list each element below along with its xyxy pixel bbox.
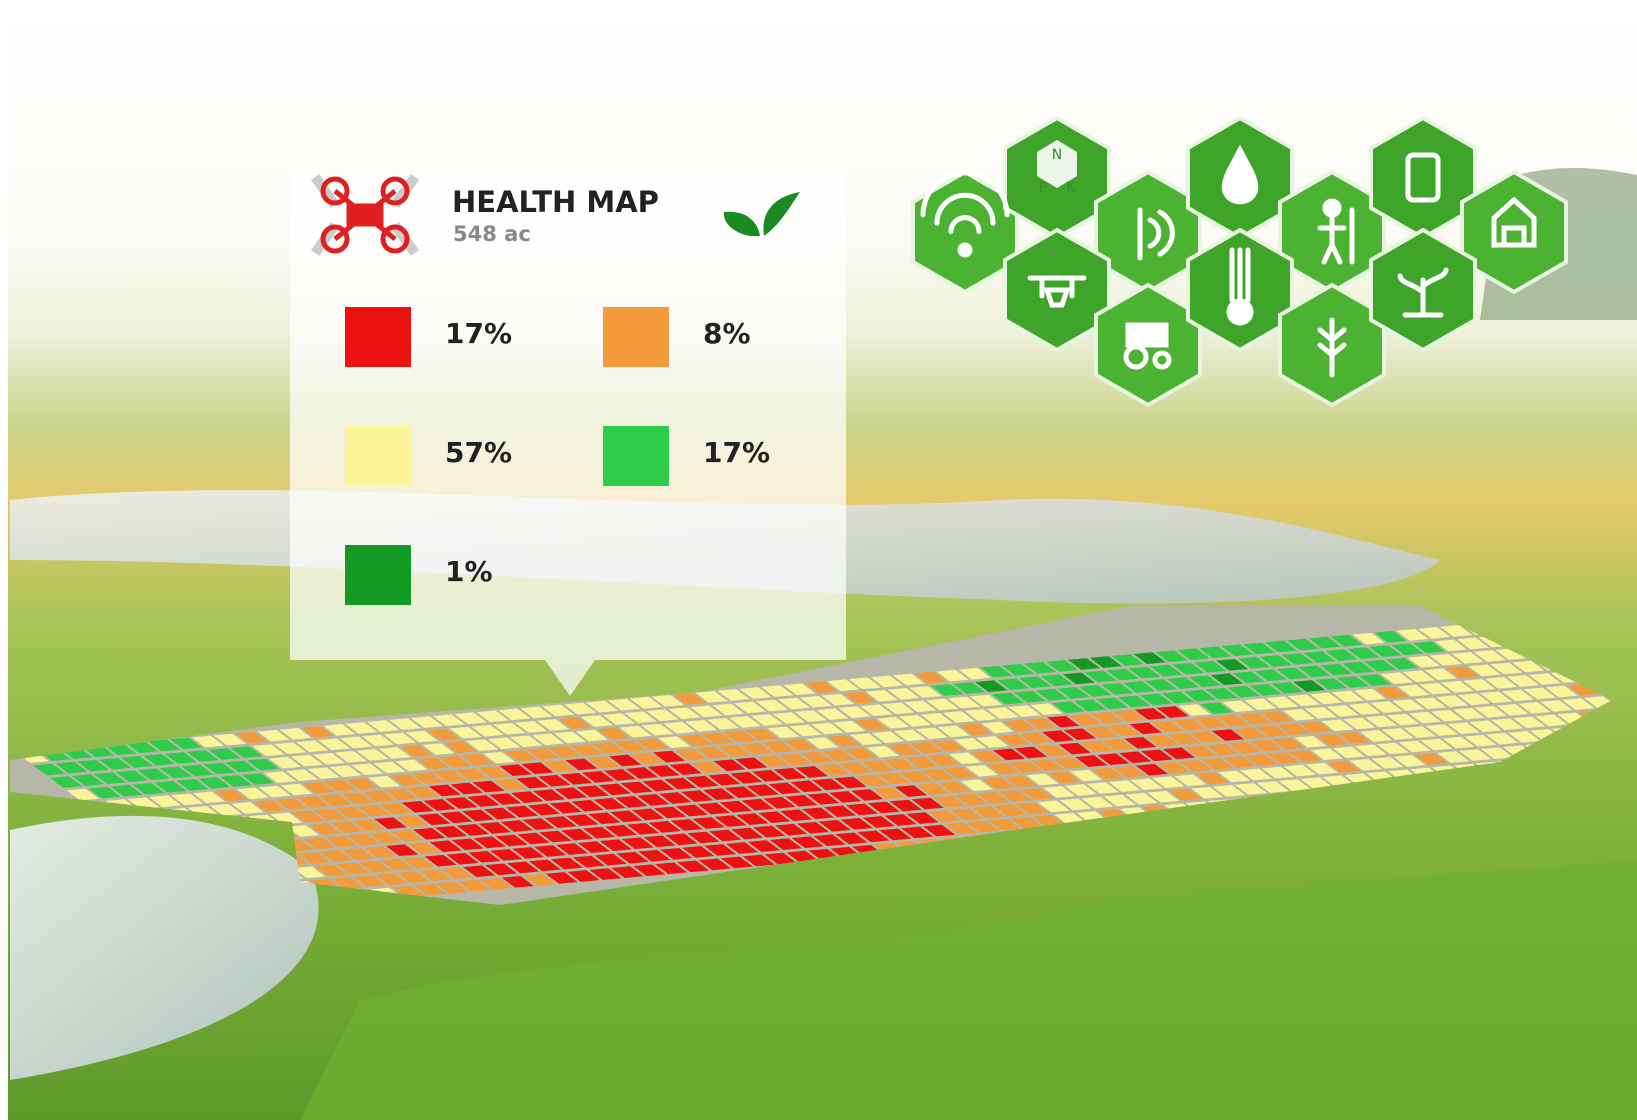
scene: HEALTH MAP 548 ac 17% 8% 57% 17% 1% N P K (0, 0, 1637, 1120)
page: HEALTH MAP 548 ac 17%8%57%17%1% NPK (() … (0, 0, 1637, 1120)
nutrient-letter: P (1039, 180, 1047, 196)
farmer-head (1325, 201, 1339, 215)
wifi-dot (960, 245, 970, 255)
thermo-bulb (1229, 301, 1251, 323)
legend-swatch (345, 307, 411, 367)
legend-swatch (603, 426, 669, 486)
legend-swatch (345, 426, 411, 486)
info-panel: HEALTH MAP 548 ac 17% 8% 57% 17% 1% (290, 170, 846, 696)
legend-label: 8% (703, 317, 751, 350)
edge (0, 0, 8, 1120)
nutrient-letter: N (1052, 147, 1062, 163)
nutrient-letter: K (1066, 180, 1076, 196)
legend-swatch (603, 307, 669, 367)
title: HEALTH MAP (452, 185, 659, 219)
legend-label: 57% (445, 436, 512, 469)
legend-label: 1% (445, 555, 493, 588)
subtitle: 548 ac (453, 222, 531, 246)
legend-swatch (345, 545, 411, 605)
legend-label: 17% (703, 436, 770, 469)
tractor-body (1128, 325, 1166, 345)
legend-label: 17% (445, 317, 512, 350)
